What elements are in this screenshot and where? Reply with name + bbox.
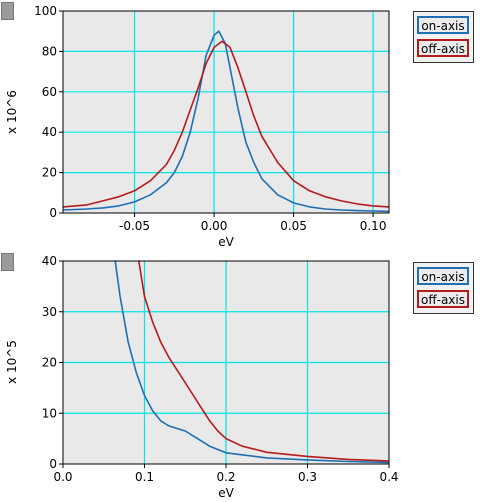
x-tick-label: 0.05 — [280, 219, 307, 233]
legend-item-on-axis-2[interactable]: on-axis — [417, 267, 469, 285]
x-tick-label: 0.0 — [53, 470, 72, 484]
x-tick-label: 0.1 — [135, 470, 154, 484]
gridlines-1 — [63, 11, 389, 213]
y-tick-label: 40 — [42, 125, 57, 139]
series-line-on-axis — [114, 260, 390, 464]
x-axis-label-2: eV — [218, 486, 234, 500]
chart-2: 0.0 0.1 0.2 0.3 0.4 0 10 20 30 40 eV x 10^5 — [5, 254, 399, 500]
legend-item-off-axis-2[interactable]: off-axis — [417, 290, 469, 308]
y-tick-label: 60 — [42, 85, 57, 99]
y-tick-label: 0 — [49, 457, 57, 471]
x-tick-label: 0.4 — [379, 470, 398, 484]
legend-2: on-axis off-axis — [413, 262, 474, 314]
y-tick-label: 80 — [42, 44, 57, 58]
y-tick-label: 40 — [42, 254, 57, 268]
chart-1: -0.05 0.00 0.05 0.10 0 20 40 60 80 100 eV x 10^6 — [5, 4, 390, 249]
x-tick-label: 0.2 — [216, 470, 235, 484]
plot-frame-1 — [62, 10, 390, 214]
series-lines-2 — [114, 260, 390, 464]
y-tick-label: 20 — [42, 356, 57, 370]
y-tick-label: 100 — [34, 4, 57, 18]
y-tick-label: 10 — [42, 406, 57, 420]
legend-1: on-axis off-axis — [413, 11, 474, 63]
ticks-2: 0.0 0.1 0.2 0.3 0.4 0 10 20 30 40 — [42, 254, 399, 484]
plot-area-1 — [62, 10, 390, 214]
chart-2-handle[interactable] — [1, 253, 14, 271]
series-lines-1 — [62, 30, 390, 213]
series-line-off-axis — [62, 40, 390, 208]
legend-item-off-axis-1[interactable]: off-axis — [417, 39, 469, 57]
y-axis-label-2: x 10^5 — [5, 340, 19, 384]
plot-frame-2 — [62, 260, 390, 465]
x-axis-label-1: eV — [218, 235, 234, 249]
x-tick-label: 0.00 — [201, 219, 228, 233]
legend-item-on-axis-1[interactable]: on-axis — [417, 16, 469, 34]
y-axis-label-1: x 10^6 — [5, 90, 19, 134]
chart-1-handle[interactable] — [1, 2, 14, 20]
x-tick-label: -0.05 — [119, 219, 150, 233]
series-line-off-axis — [138, 260, 390, 462]
x-tick-label: 0.3 — [298, 470, 317, 484]
y-tick-label: 0 — [49, 206, 57, 220]
ticks-1: -0.05 0.00 0.05 0.10 0 20 40 60 80 100 — [34, 4, 386, 233]
x-tick-label: 0.10 — [360, 219, 387, 233]
series-line-on-axis — [62, 30, 390, 213]
y-tick-label: 20 — [42, 166, 57, 180]
y-tick-label: 30 — [42, 305, 57, 319]
